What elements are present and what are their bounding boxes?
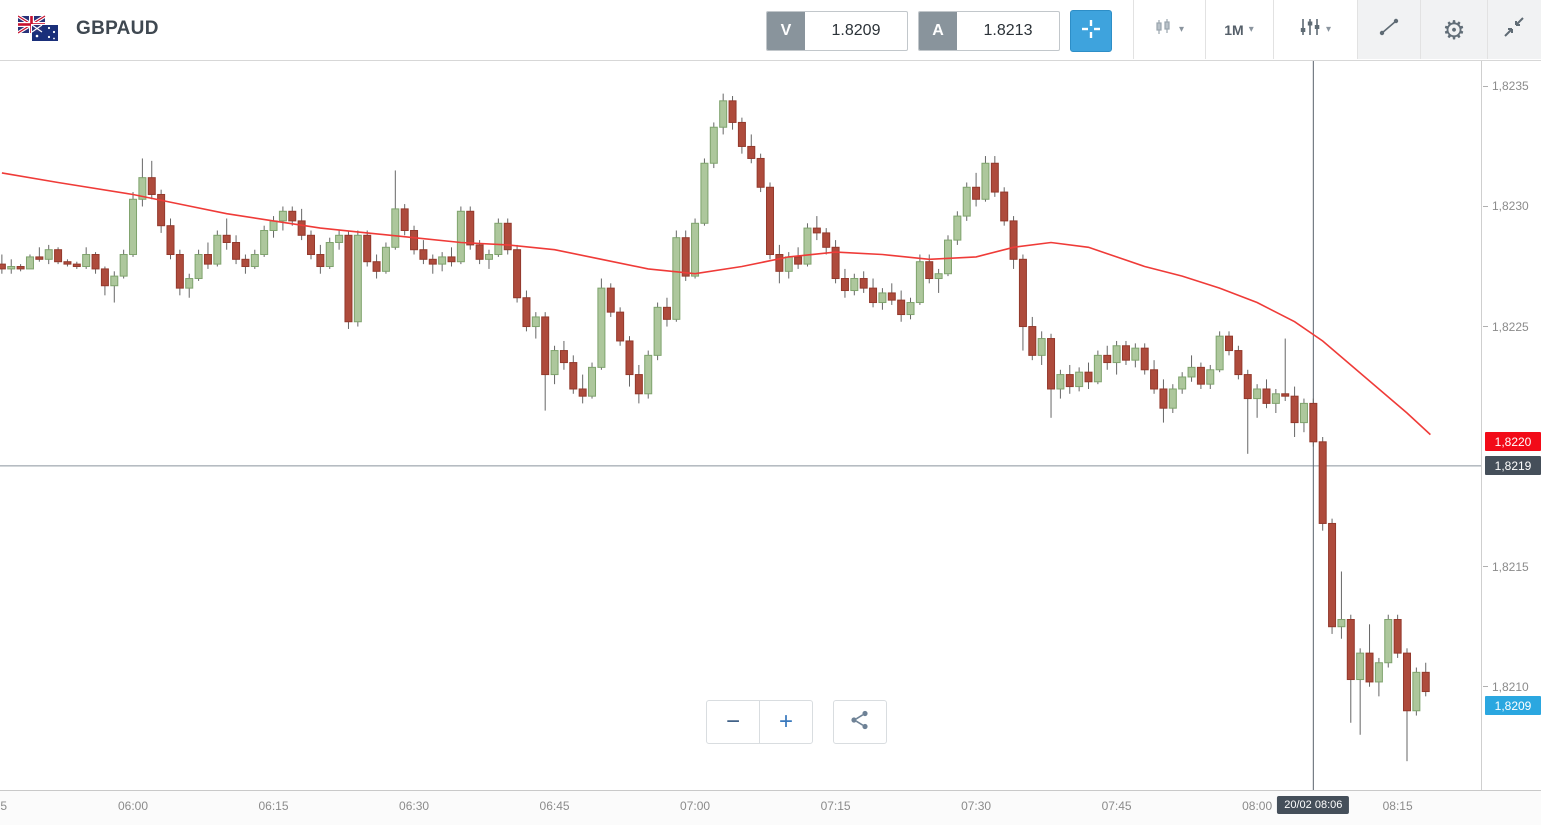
crosshair-icon (1080, 18, 1102, 45)
time-axis[interactable]: 5 06:00 06:15 06:30 06:45 07:00 07:15 07:30 07:4… (0, 790, 1541, 825)
chart-area: 1,8235 1,8230 1,8225 1,8215 1,8210 1,8220 1,82… (0, 60, 1541, 790)
chevron-down-icon: ▾ (1178, 24, 1185, 35)
toolbar-divider (1273, 0, 1274, 59)
candlestick-chart[interactable] (0, 60, 1481, 790)
share-icon (849, 709, 871, 736)
alert-price-badge: 1,8220 (1485, 432, 1541, 452)
x-axis-label: 06:00 (118, 799, 149, 813)
timeframe-menu[interactable]: 1M ▾ (1208, 0, 1270, 59)
x-axis-label: 07:45 (1101, 799, 1132, 813)
chevron-down-icon: ▾ (1325, 24, 1332, 35)
x-axis-label: 06:30 (399, 799, 430, 813)
draw-tools-button[interactable] (1360, 0, 1417, 59)
x-axis-label: 5 (0, 799, 8, 813)
x-axis-label: 06:15 (258, 799, 289, 813)
indicator-sliders-icon (1299, 17, 1321, 42)
cursor-time-badge: 20/02 08:06 (1277, 796, 1350, 814)
buy-key-label[interactable]: A (919, 12, 957, 50)
price-line-badge: 1,8219 (1485, 456, 1541, 476)
trendline-draw-icon (1378, 17, 1400, 42)
last-price-badge: 1,8209 (1485, 696, 1541, 716)
x-axis-label: 07:15 (820, 799, 851, 813)
indicators-menu[interactable]: ▾ (1276, 0, 1354, 59)
toolbar-divider (1420, 0, 1421, 59)
toolbar-divider (1487, 0, 1488, 59)
chevron-down-icon: ▾ (1248, 24, 1254, 35)
timeframe-value: 1M (1224, 21, 1244, 38)
zoom-out-button[interactable]: − (706, 700, 760, 744)
chart-type-menu[interactable]: ▾ (1136, 0, 1202, 59)
crosshair-button[interactable] (1070, 10, 1112, 52)
uk-australia-flag-icon (17, 14, 60, 48)
buy-quote-button[interactable]: A 1.8213 (918, 11, 1060, 51)
buy-price-value: 1.8213 (983, 22, 1033, 39)
minus-icon: − (725, 708, 740, 735)
candlestick-chart-type-icon (1154, 17, 1174, 42)
y-axis-label: 1,8225 (1483, 320, 1541, 334)
x-axis-label: 08:15 (1382, 799, 1413, 813)
y-axis-label: 1,8215 (1483, 560, 1541, 574)
sell-key-label[interactable]: V (767, 12, 805, 50)
sell-quote-button[interactable]: V 1.8209 (766, 11, 908, 51)
zoom-in-button[interactable]: + (759, 700, 813, 744)
y-axis-label: 1,8210 (1483, 680, 1541, 694)
settings-button[interactable]: ⚙ (1424, 0, 1484, 59)
sell-price-value: 1.8209 (831, 22, 881, 39)
x-axis-label: 07:00 (680, 799, 711, 813)
x-axis-label: 07:30 (961, 799, 992, 813)
price-axis[interactable]: 1,8235 1,8230 1,8225 1,8215 1,8210 1,8220 1,82… (1481, 60, 1541, 790)
toolbar-divider (1205, 0, 1206, 59)
toolbar-divider (1133, 0, 1134, 59)
y-axis-label: 1,8235 (1483, 79, 1541, 93)
toolbar-divider (1357, 0, 1358, 59)
x-axis-label: 06:45 (539, 799, 570, 813)
gear-icon: ⚙ (1442, 14, 1466, 45)
plus-icon: + (778, 708, 793, 735)
symbol-title: GBPAUD (76, 18, 159, 39)
y-axis-label: 1,8230 (1483, 199, 1541, 213)
collapse-arrows-icon (1502, 15, 1526, 44)
zoom-toolbar: − + (706, 700, 887, 744)
share-button[interactable] (833, 700, 887, 744)
collapse-chart-button[interactable] (1490, 0, 1538, 59)
top-toolbar: GBPAUD V 1.8209 A 1.8213 (0, 0, 1541, 61)
x-axis-label: 08:00 (1242, 799, 1273, 813)
